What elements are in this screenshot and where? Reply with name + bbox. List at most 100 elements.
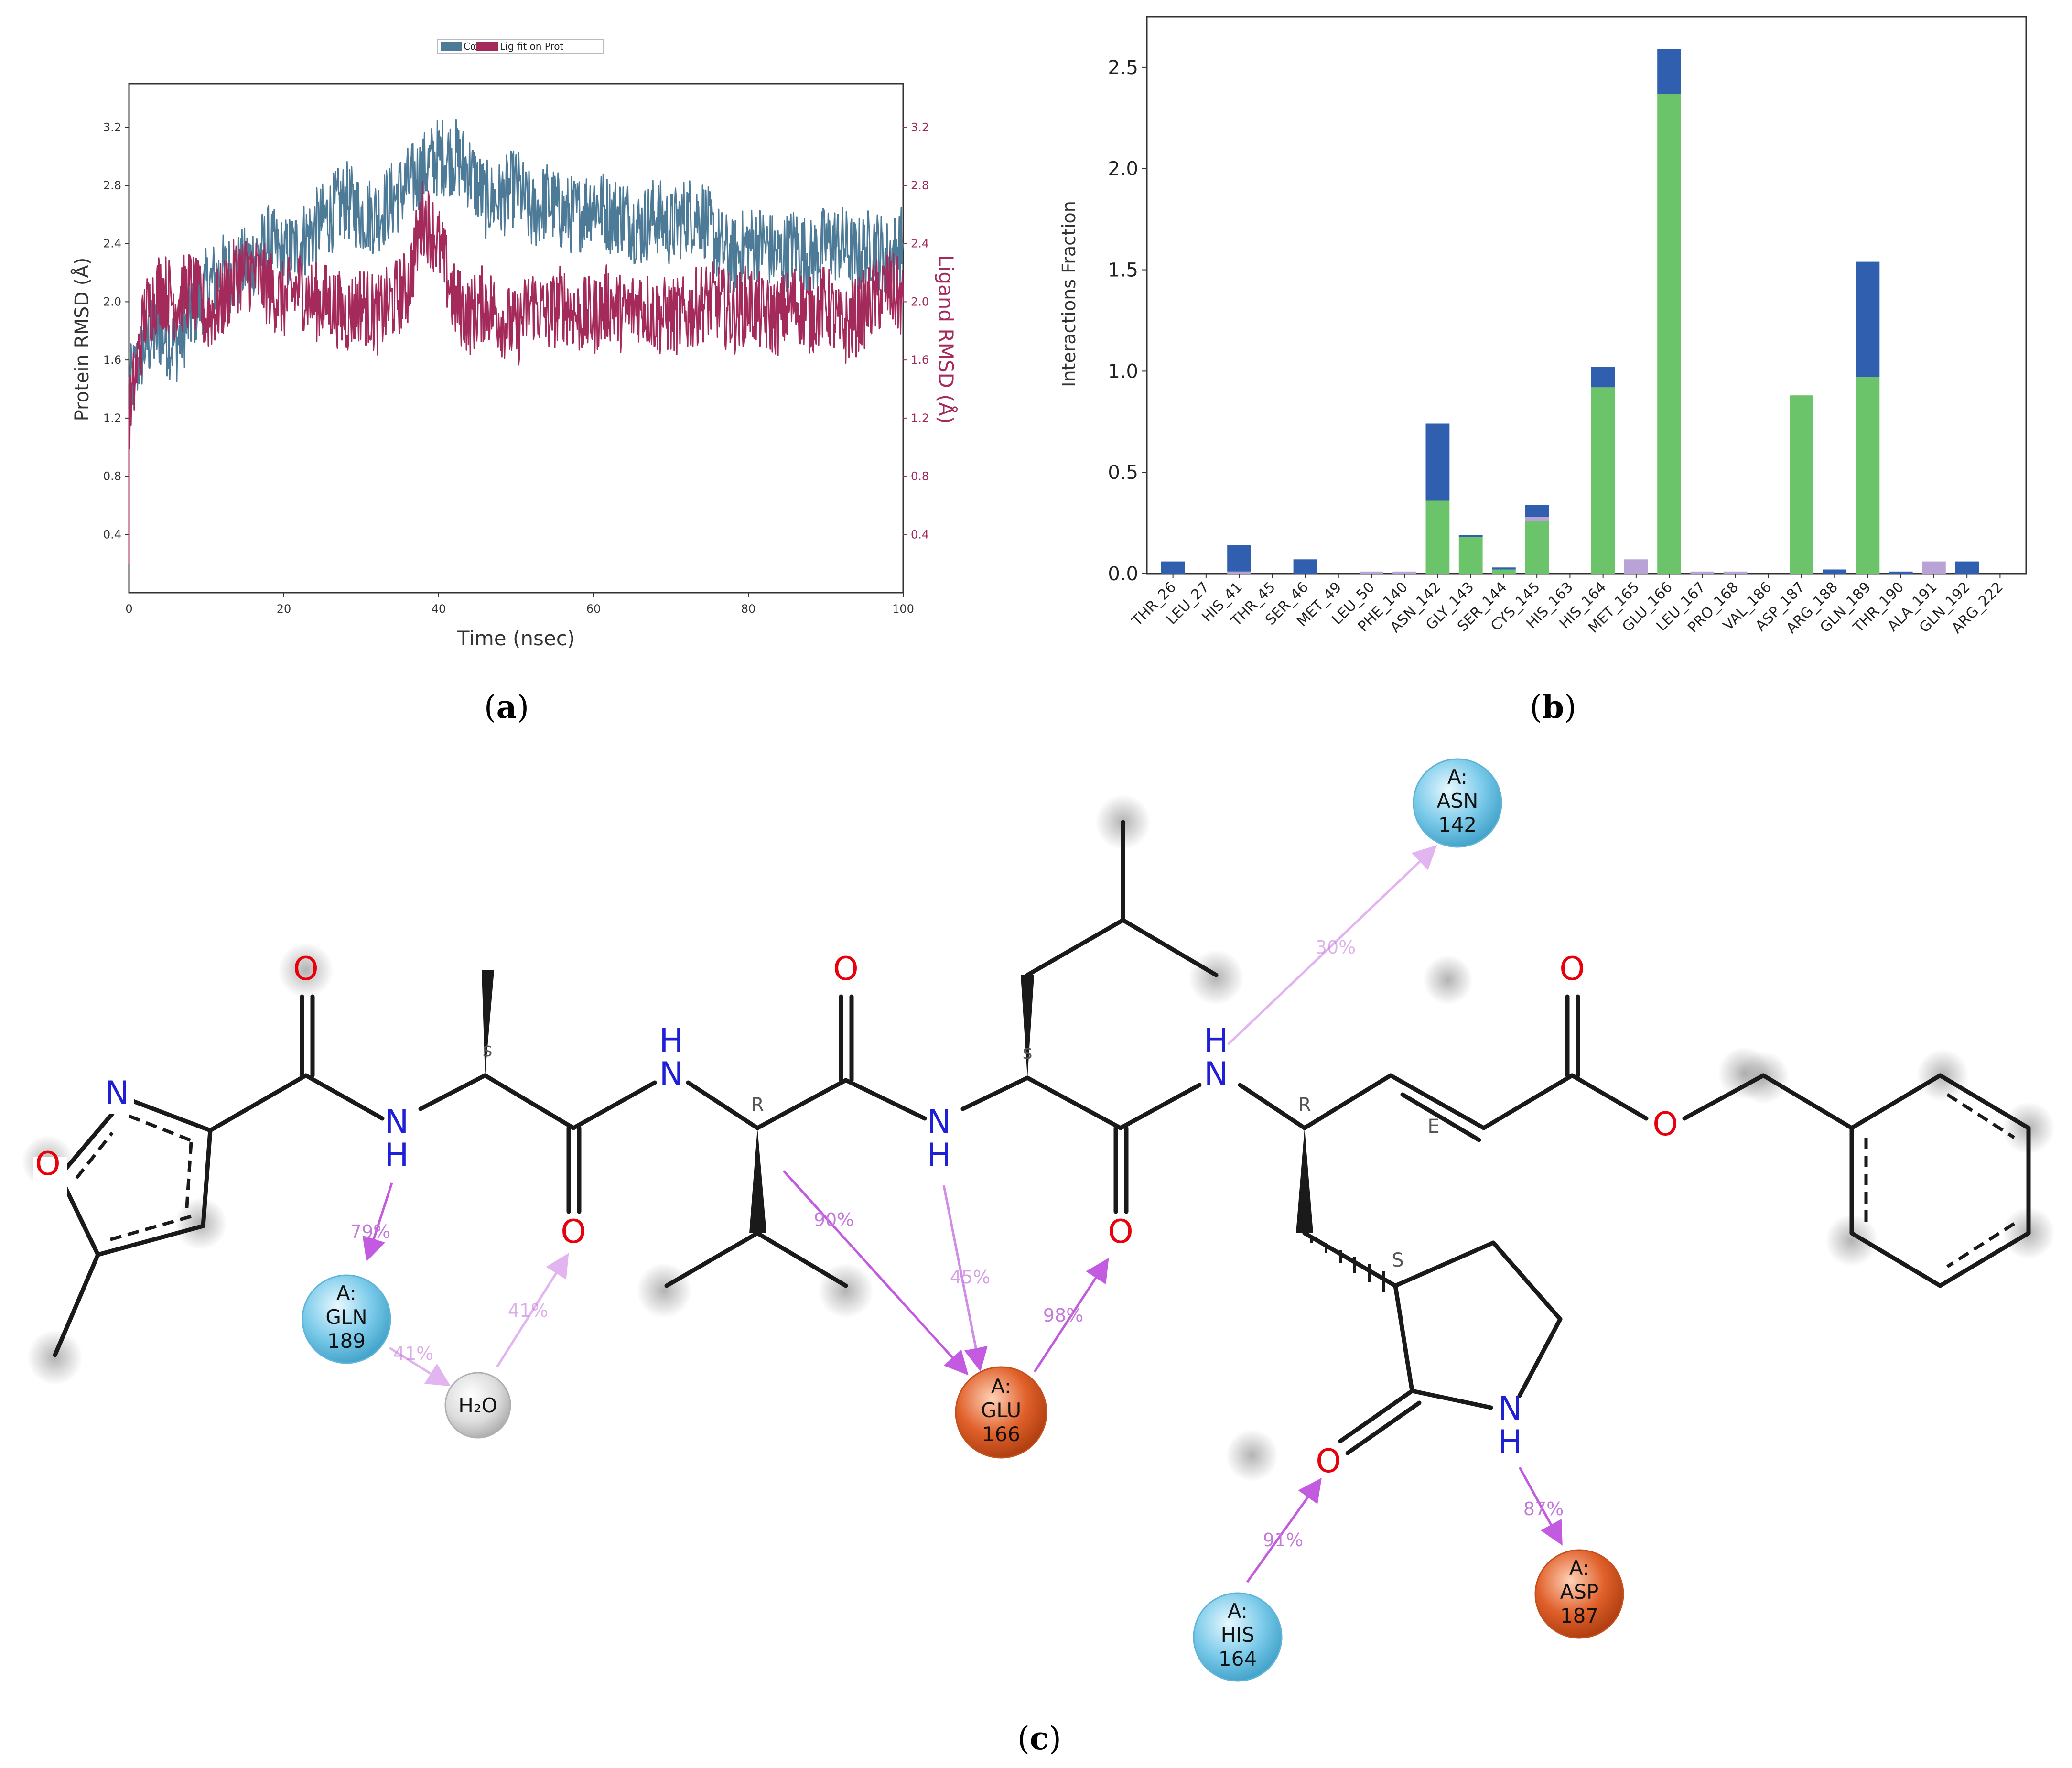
atom-O-5: O <box>1559 950 1585 988</box>
atom-lactam-O: O <box>1316 1443 1341 1480</box>
pct-asn142: 30% <box>1316 937 1356 958</box>
b-ytick-label: 1.5 <box>1108 260 1138 282</box>
a-ytick-right-label: 3.2 <box>911 120 929 134</box>
a-left-ticks: 0.4 0.8 1.2 1.6 2.0 2.4 2.8 3.2 <box>103 120 129 541</box>
b-bar-ASN_142-0 <box>1425 500 1450 574</box>
b-bar-GLY_143-0 <box>1458 537 1483 574</box>
a-xtick-label: 80 <box>741 602 756 616</box>
b-bar-THR_190-2 <box>1889 571 1913 574</box>
b-bar-HIS_41-2 <box>1227 545 1251 572</box>
atom-lactam-H: H <box>1498 1423 1522 1461</box>
stereo-R-1: R <box>751 1094 764 1116</box>
b-ylabel: Interactions Fraction <box>1058 201 1079 387</box>
a-ytick-left-label: 2.4 <box>103 237 121 250</box>
stereo-R-2: R <box>1298 1094 1311 1116</box>
a-xlabel: Time (nsec) <box>457 627 575 650</box>
interaction-percentages: 30% 79% 41% 41% 90% 45% 98% 91% 87% <box>350 937 1564 1551</box>
a-ytick-left-label: 0.8 <box>103 470 121 483</box>
a-series-lines <box>128 119 904 564</box>
residue-glu166-chain: A: <box>991 1375 1011 1398</box>
a-ytick-left-label: 2.0 <box>103 295 121 308</box>
panel-c-label: (c) <box>1017 1720 1061 1757</box>
atom-H-2: H <box>659 1022 683 1060</box>
arrow-glu166-o <box>1033 1258 1109 1373</box>
a-ytick-right-label: 2.4 <box>911 237 929 250</box>
b-bar-PHE_140-1 <box>1392 571 1417 574</box>
arrow-water-o <box>496 1253 569 1368</box>
b-bar-SER_46-2 <box>1293 559 1317 574</box>
legend-a-label-1: Lig fit on Prot <box>500 41 564 52</box>
a-ytick-right-label: 2.0 <box>911 295 929 308</box>
a-ytick-right-label: 1.2 <box>911 412 929 425</box>
hashed-wedge <box>1310 1236 1385 1292</box>
b-bar-ASP_187-0 <box>1790 395 1813 574</box>
residue-asp187-name: ASP <box>1560 1580 1599 1604</box>
interaction-arrows <box>362 845 1563 1583</box>
atom-isoxazole-N: N <box>105 1074 130 1112</box>
atom-O-3: O <box>833 950 859 988</box>
legend-a-label-0: Cα <box>464 41 476 52</box>
a-series-1-line <box>128 180 904 564</box>
pct-glu-o: 98% <box>1043 1305 1083 1326</box>
residue-gln189-name: GLN <box>325 1305 367 1329</box>
b-ytick-label: 0.0 <box>1108 563 1138 585</box>
atom-H-4: H <box>1204 1022 1228 1060</box>
a-ytick-left-label: 0.4 <box>103 528 121 541</box>
b-bar-GLU_166-0 <box>1657 94 1681 574</box>
b-bar-SER_144-2 <box>1492 567 1516 570</box>
residue-asp187: A: ASP 187 <box>1534 1549 1624 1639</box>
b-bar-LEU_50-1 <box>1360 571 1383 574</box>
atom-O-1: O <box>293 950 319 988</box>
residue-glu166-name: GLU <box>981 1399 1022 1422</box>
b-bar-ARG_188-2 <box>1823 569 1847 574</box>
residue-glu166-num: 166 <box>982 1422 1020 1446</box>
b-bar-HIS_164-2 <box>1591 367 1615 388</box>
b-bar-CYS_145-1 <box>1525 517 1549 521</box>
atom-N-2: N <box>659 1055 684 1093</box>
b-bar-LEU_167-1 <box>1690 571 1715 574</box>
b-bar-SER_144-0 <box>1492 569 1516 574</box>
b-bar-CYS_145-2 <box>1525 505 1549 517</box>
b-y-ticks: 0.0 0.5 1.0 1.5 2.0 2.5 <box>1108 57 1147 585</box>
water-molecule: H₂O <box>444 1372 511 1439</box>
a-xtick-label: 60 <box>586 602 601 616</box>
a-ylabel-left: Protein RMSD (Å) <box>70 258 93 422</box>
b-bars <box>1161 49 1979 574</box>
atom-H-3: H <box>927 1137 951 1174</box>
arrow-nh-asp187 <box>1518 1466 1563 1546</box>
ligand-bonds <box>53 820 2031 1455</box>
atom-N-1: N <box>385 1103 409 1141</box>
stereo-S: S <box>1392 1249 1403 1271</box>
legend-a: Cα Lig fit on Prot <box>437 39 604 54</box>
a-xtick-label: 0 <box>125 602 132 616</box>
atom-O-4: O <box>1108 1213 1133 1251</box>
stereo-s-2: s <box>1023 1041 1033 1063</box>
b-bar-MET_165-1 <box>1624 559 1648 574</box>
residue-asp187-num: 187 <box>1560 1604 1598 1627</box>
residue-gln189: A: GLN 189 <box>302 1274 391 1364</box>
b-bar-GLY_143-2 <box>1458 535 1483 537</box>
aromatic-dashes <box>75 1093 2015 1268</box>
a-ytick-left-label: 1.2 <box>103 412 121 425</box>
legend-a-swatch-0 <box>441 42 462 51</box>
pct-water-o: 41% <box>508 1300 548 1321</box>
residue-asn142-chain: A: <box>1447 765 1468 789</box>
residue-asn142-name: ASN <box>1437 789 1478 813</box>
stereo-wedges <box>482 970 1313 1233</box>
pct-gln189: 79% <box>350 1221 390 1242</box>
b-bar-ASN_142-2 <box>1425 423 1450 501</box>
residue-gln189-num: 189 <box>327 1329 366 1353</box>
a-ytick-right-label: 0.8 <box>911 470 929 483</box>
b-bar-GLN_189-2 <box>1856 261 1880 378</box>
a-ytick-left-label: 3.2 <box>103 120 121 134</box>
arrow-val-glu166 <box>783 1170 969 1376</box>
b-bar-HIS_164-0 <box>1591 387 1615 574</box>
atom-isoxazole-O: O <box>35 1145 61 1183</box>
b-x-ticks: THR_26LEU_27HIS_41THR_45SER_46MET_49LEU_… <box>1129 574 2007 637</box>
solvent-exposure-halos <box>22 794 2055 1482</box>
arrow-nh-glu166 <box>942 1185 988 1372</box>
a-x-ticks: 0 20 40 60 80 100 <box>125 593 914 616</box>
a-xtick-label: 20 <box>277 602 291 616</box>
pct-val-glu: 90% <box>814 1209 854 1230</box>
a-ytick-right-label: 2.8 <box>911 179 929 192</box>
